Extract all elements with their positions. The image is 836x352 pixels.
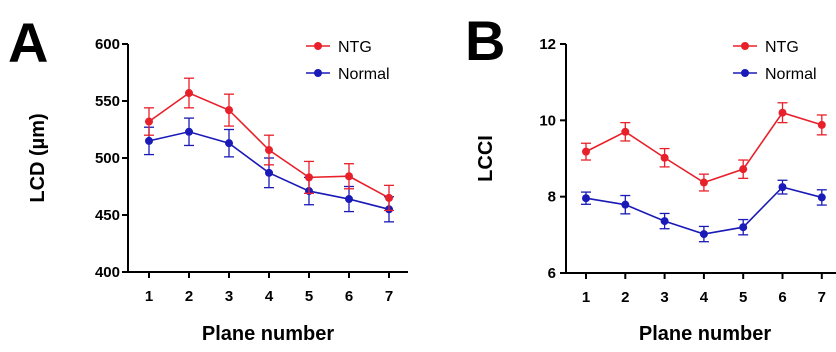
y-axis-title: LCD (µm) <box>27 113 49 202</box>
y-tick-label: 450 <box>95 207 120 224</box>
data-point <box>265 168 273 177</box>
series-ntg <box>581 102 827 192</box>
x-tick-label: 1 <box>582 289 590 306</box>
data-point <box>345 172 353 181</box>
series-ntg <box>144 77 394 212</box>
series-normal <box>144 117 394 223</box>
x-tick-label: 7 <box>385 288 393 305</box>
data-point <box>739 223 748 232</box>
data-point <box>778 108 787 117</box>
data-point <box>660 153 669 162</box>
y-tick-label: 500 <box>95 150 120 167</box>
x-tick-label: 3 <box>225 288 233 305</box>
series-normal <box>581 179 827 243</box>
legend-marker <box>741 42 749 50</box>
data-point <box>817 120 826 129</box>
x-axis-title: Plane number <box>202 323 334 345</box>
data-point <box>345 195 353 204</box>
y-tick-label: 6 <box>548 265 556 282</box>
panel-letter: A <box>8 11 48 74</box>
x-tick-label: 6 <box>345 288 353 305</box>
y-tick-label: 12 <box>539 36 556 53</box>
panel-a: A 400 450 500 550 600 1 2 3 4 5 6 7 Plane number LCD (… <box>8 11 408 345</box>
x-tick-label: 2 <box>185 288 193 305</box>
x-tick-label: 4 <box>700 289 709 306</box>
x-tick-label: 7 <box>818 289 826 306</box>
legend-label: Normal <box>338 66 390 83</box>
x-tick-label: 5 <box>305 288 313 305</box>
data-point <box>699 230 708 239</box>
data-point <box>265 146 273 155</box>
data-point <box>185 89 193 98</box>
data-point <box>817 193 826 202</box>
x-tick-label: 6 <box>778 289 786 306</box>
data-point <box>145 117 153 126</box>
data-point <box>225 139 233 148</box>
x-tick-label: 1 <box>145 288 153 305</box>
x-tick-label: 3 <box>660 289 668 306</box>
panel-letter: B <box>465 9 505 72</box>
legend-entry-ntg: NTG <box>733 39 799 56</box>
x-tick-label: 2 <box>621 289 629 306</box>
data-point <box>778 183 787 192</box>
legend-entry-normal: Normal <box>306 66 390 83</box>
data-point <box>621 200 630 209</box>
legend-label: NTG <box>338 39 372 56</box>
data-point <box>305 173 313 182</box>
y-tick-label: 550 <box>95 93 120 110</box>
data-point <box>582 147 590 156</box>
legend-marker <box>314 69 322 77</box>
legend-entry-normal: Normal <box>733 66 817 83</box>
y-tick-label: 10 <box>539 112 556 129</box>
data-point <box>385 193 393 202</box>
data-point <box>225 106 233 115</box>
x-tick-label: 5 <box>739 289 747 306</box>
legend-label: NTG <box>765 39 799 56</box>
legend-entry-ntg: NTG <box>306 39 372 56</box>
data-point <box>621 127 630 136</box>
data-point <box>185 127 193 136</box>
y-tick-label: 400 <box>95 264 120 281</box>
data-point <box>699 178 708 187</box>
legend-marker <box>741 69 749 77</box>
data-point <box>660 217 669 226</box>
data-point <box>582 194 590 203</box>
x-axis-title: Plane number <box>639 323 771 345</box>
legend-marker <box>314 42 322 50</box>
y-axis-title: LCCI <box>475 135 497 182</box>
data-point <box>145 136 153 145</box>
y-tick-label: 8 <box>548 189 556 206</box>
data-point <box>739 165 748 174</box>
legend-label: Normal <box>765 66 817 83</box>
y-tick-label: 600 <box>95 36 120 53</box>
x-tick-label: 4 <box>265 288 274 305</box>
